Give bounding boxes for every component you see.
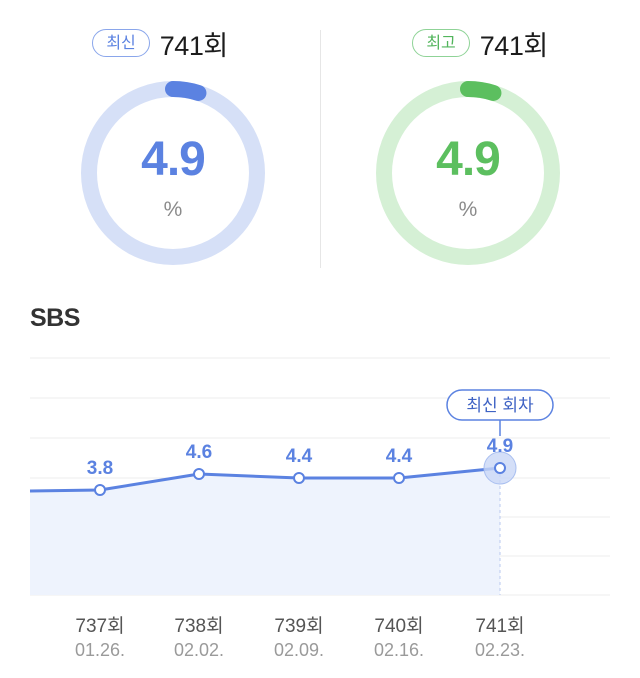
x-tick-date: 02.02. — [174, 640, 224, 660]
callout-label: 최신 회차 — [466, 396, 534, 415]
data-value-label: 3.8 — [87, 458, 113, 479]
chart-line — [29, 466, 501, 493]
latest-gauge-fill — [165, 81, 207, 101]
x-tick-episode: 741회 — [475, 615, 524, 637]
best-rating-gauge: 4.9 % — [373, 78, 563, 268]
x-tick-episode: 737회 — [75, 615, 124, 637]
latest-gauge-ring — [81, 81, 265, 265]
data-point-latest[interactable] — [494, 462, 506, 474]
x-tick-date: 02.16. — [374, 640, 424, 660]
best-rating-value: 4.9 — [436, 133, 501, 186]
best-episode: 741회 — [479, 30, 548, 61]
best-rating-card: 최고 741회 4.9 % — [320, 0, 640, 280]
x-tick-episode: 740회 — [374, 615, 423, 637]
latest-rating-value: 4.9 — [141, 133, 206, 186]
latest-badge: 최신 — [92, 29, 150, 57]
best-rating-unit: % — [458, 198, 478, 221]
data-point[interactable] — [393, 472, 405, 484]
x-tick-episode: 739회 — [274, 615, 323, 637]
data-point[interactable] — [94, 484, 106, 496]
latest-episode: 741회 — [159, 30, 228, 61]
best-badge: 최고 — [412, 29, 470, 57]
data-point[interactable] — [293, 472, 305, 484]
chart-value-labels: 3.8 4.6 4.4 4.4 4.9 — [87, 436, 513, 479]
latest-rating-unit: % — [163, 198, 183, 221]
latest-card-header: 최신 741회 — [0, 26, 320, 61]
x-tick-date: 02.23. — [475, 640, 525, 660]
x-tick-episode: 738회 — [174, 615, 223, 637]
best-gauge-fill — [460, 81, 502, 101]
data-value-label: 4.9 — [487, 436, 513, 457]
data-point[interactable] — [193, 468, 205, 480]
channel-title: SBS — [30, 304, 80, 332]
chart-points — [94, 451, 517, 496]
data-value-label: 4.4 — [286, 446, 313, 467]
data-value-label: 4.4 — [386, 446, 413, 467]
best-gauge-ring — [376, 81, 560, 265]
x-tick-date: 01.26. — [75, 640, 125, 660]
x-tick-date: 02.09. — [274, 640, 324, 660]
card-divider — [320, 30, 321, 268]
latest-rating-gauge: 4.9 % — [78, 78, 268, 268]
data-value-label: 4.6 — [186, 442, 212, 463]
chart-x-axis: 737회 01.26. 738회 02.02. 739회 02.09. 740회 02.16.… — [75, 615, 525, 660]
chart-area — [30, 468, 500, 595]
latest-rating-card: 최신 741회 4.9 % — [0, 0, 320, 280]
rating-trend-chart: 3.8 4.6 4.4 4.4 4.9 최신 회차 737회 01.26. 738회 02.0… — [29, 357, 610, 660]
latest-callout: 최신 회차 — [446, 389, 554, 436]
best-card-header: 최고 741회 — [320, 26, 640, 61]
